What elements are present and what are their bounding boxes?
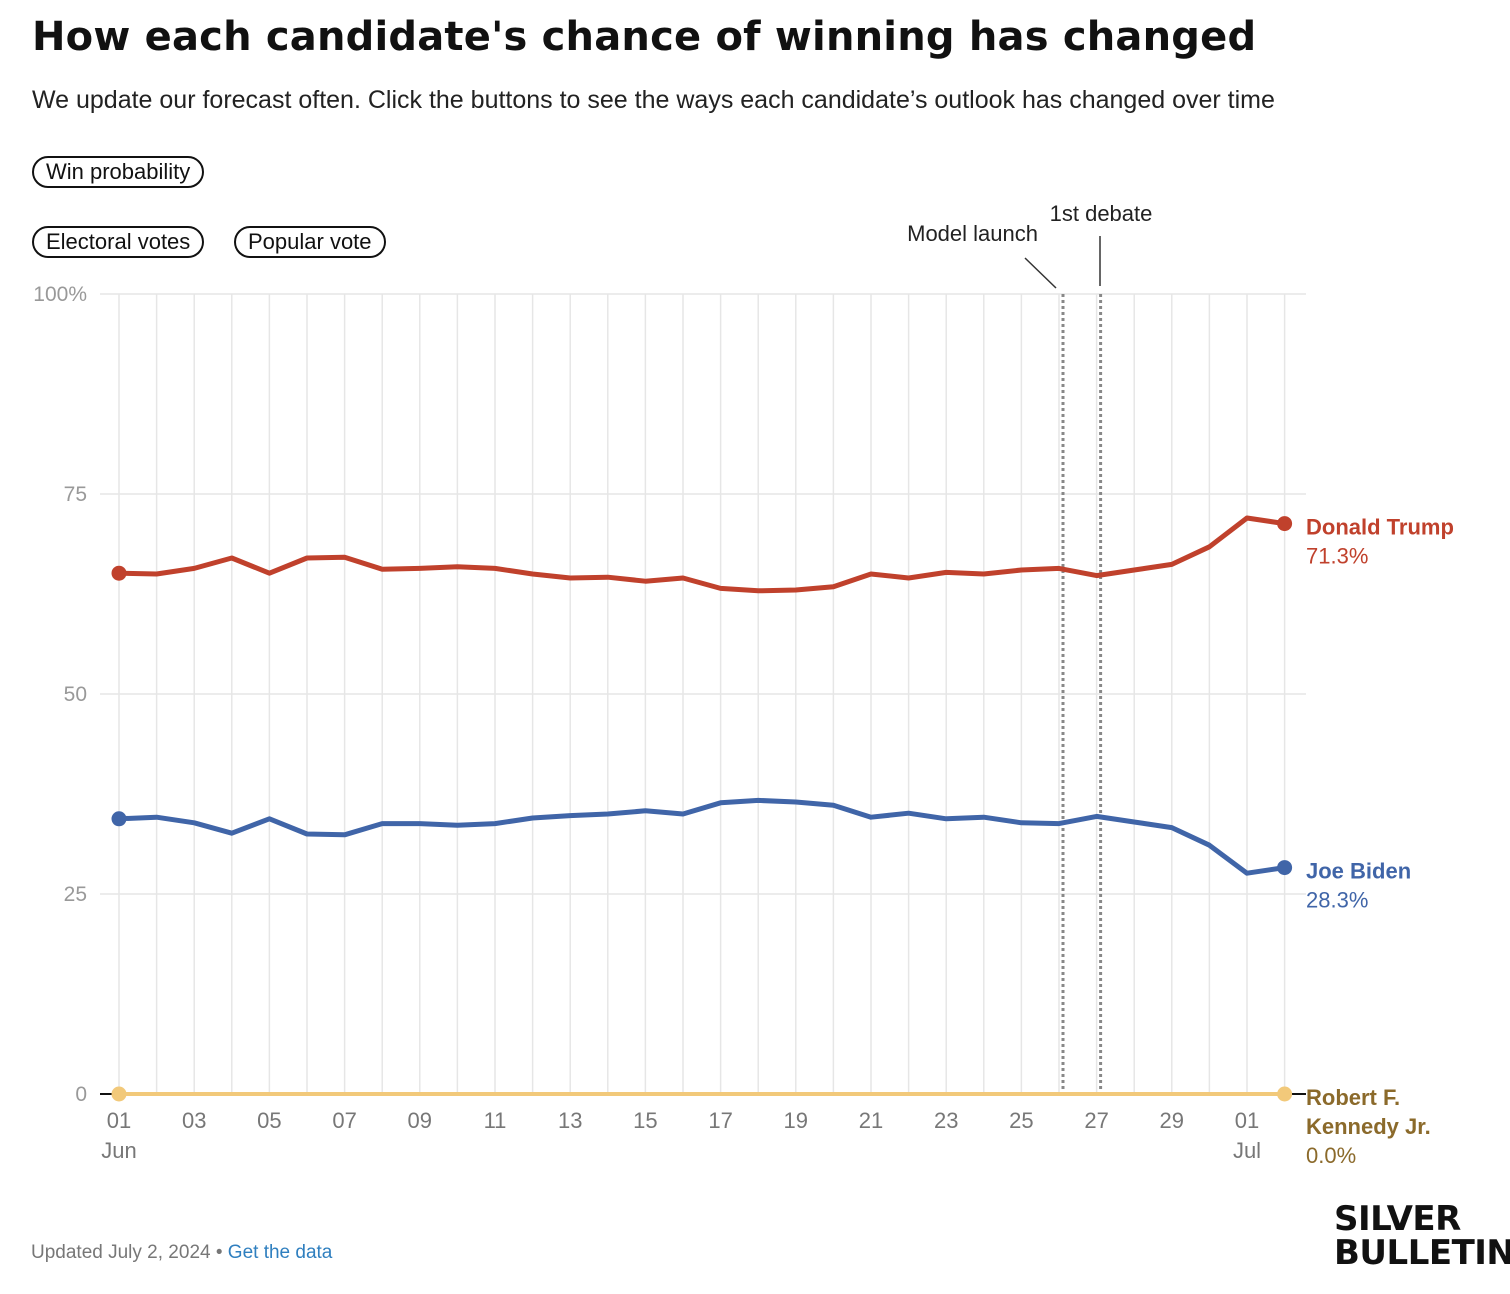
- series-value-label-rfk: 0.0%: [1306, 1143, 1356, 1168]
- x-tick-label: 27: [1084, 1108, 1108, 1133]
- x-tick-label: 19: [784, 1108, 808, 1133]
- logo-line-1: SILVER: [1334, 1199, 1461, 1239]
- series-start-point-biden: [111, 811, 127, 827]
- series-label-rfk: Kennedy Jr.: [1306, 1114, 1431, 1139]
- x-tick-label: 13: [558, 1108, 582, 1133]
- y-tick-label: 100%: [33, 283, 87, 306]
- x-tick-label: 01: [1235, 1108, 1259, 1133]
- x-tick-label: 25: [1009, 1108, 1033, 1133]
- series-line-biden: [116, 797, 1288, 876]
- series-line-trump: [116, 515, 1288, 594]
- annotation-label: Model launch: [907, 221, 1038, 246]
- chart-title: How each candidate's chance of winning h…: [32, 14, 1257, 60]
- popular-vote-button[interactable]: Popular vote: [234, 226, 386, 258]
- series-start-point-rfk: [111, 1086, 127, 1102]
- series-value-label-biden: 28.3%: [1306, 888, 1368, 913]
- x-tick-month-label: Jul: [1233, 1138, 1261, 1163]
- series-label-trump: Donald Trump: [1306, 515, 1454, 540]
- footer: Updated July 2, 2024 • Get the data: [31, 1242, 332, 1264]
- x-tick-month-label: Jun: [101, 1138, 136, 1163]
- logo-line-2: BULLETIN: [1334, 1233, 1510, 1273]
- updated-text: Updated July 2, 2024: [31, 1242, 211, 1263]
- y-tick-label: 0: [75, 1083, 87, 1106]
- y-tick-label: 25: [64, 883, 87, 906]
- electoral-votes-button[interactable]: Electoral votes: [32, 226, 205, 258]
- y-tick-label: 75: [64, 483, 87, 506]
- x-tick-label: 15: [633, 1108, 657, 1133]
- silver-bulletin-logo: SILVER BULLETIN: [1334, 1202, 1510, 1270]
- series-end-point-biden: [1277, 860, 1293, 876]
- x-tick-label: 29: [1160, 1108, 1184, 1133]
- x-tick-label: 17: [708, 1108, 732, 1133]
- x-tick-label: 11: [484, 1108, 507, 1133]
- series-end-point-rfk: [1277, 1086, 1293, 1102]
- y-tick-label: 50: [64, 683, 87, 706]
- x-tick-label: 01: [107, 1108, 131, 1133]
- series-label-rfk: Robert F.: [1306, 1085, 1400, 1110]
- series-label-biden: Joe Biden: [1306, 859, 1411, 884]
- win-probability-button[interactable]: Win probability: [32, 156, 205, 188]
- chart-subtitle: We update our forecast often. Click the …: [32, 86, 1275, 114]
- x-tick-label: 05: [257, 1108, 281, 1133]
- footer-separator: •: [210, 1242, 228, 1263]
- x-tick-label: 09: [408, 1108, 432, 1133]
- x-tick-label: 23: [934, 1108, 958, 1133]
- annotation-leader: [1024, 257, 1057, 289]
- series-value-label-trump: 71.3%: [1306, 544, 1368, 569]
- series-end-point-trump: [1277, 516, 1293, 532]
- series-start-point-trump: [111, 565, 127, 581]
- annotation-label: 1st debate: [1050, 201, 1153, 226]
- x-tick-label: 21: [859, 1108, 883, 1133]
- line-chart: 0 25 50 75 100% 01 Jun 03 05 07 09 11 13 15 17 19 21 23 25…: [33, 201, 1454, 1168]
- x-tick-label: 03: [182, 1108, 206, 1133]
- x-tick-label: 07: [332, 1108, 356, 1133]
- get-the-data-link[interactable]: Get the data: [227, 1242, 333, 1263]
